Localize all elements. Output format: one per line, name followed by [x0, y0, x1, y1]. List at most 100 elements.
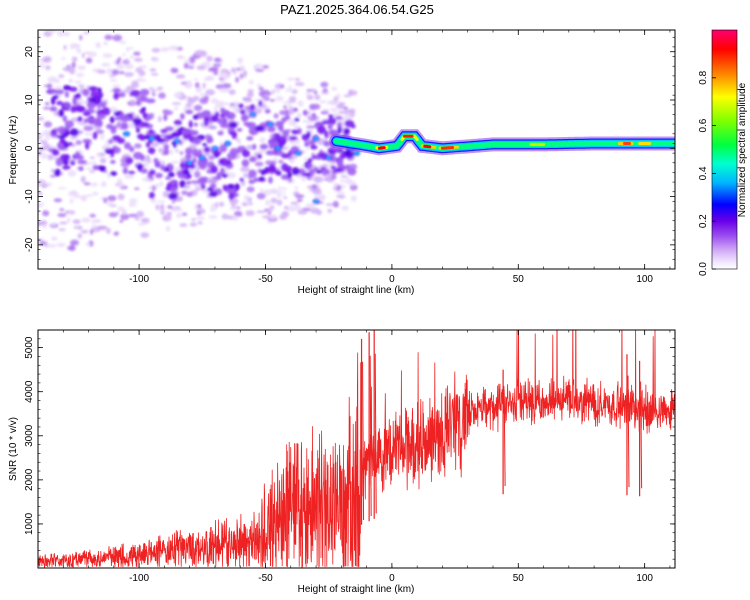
noise-blob: [77, 233, 83, 239]
cluster-blob: [274, 133, 281, 139]
noise-blob: [56, 242, 66, 247]
noise-blob: [124, 58, 129, 65]
noise-blob: [127, 47, 135, 50]
noise-blob: [269, 214, 277, 219]
noise-blob: [259, 188, 264, 192]
hot-spot-core: [200, 156, 205, 160]
noise-blob: [306, 147, 310, 151]
noise-blob: [261, 103, 267, 109]
cluster-blob: [73, 94, 80, 99]
cluster-blob: [339, 152, 347, 159]
noise-blob: [42, 182, 53, 187]
colorbar-tick-label: 0.8: [698, 70, 709, 84]
noise-blob: [101, 62, 111, 67]
noise-blob: [57, 213, 67, 218]
noise-blob: [243, 98, 253, 103]
noise-blob: [294, 194, 305, 199]
noise-blob: [77, 225, 83, 230]
cluster-blob: [160, 164, 166, 171]
noise-blob: [66, 158, 77, 162]
cluster-blob: [58, 109, 64, 117]
noise-blob: [38, 202, 46, 206]
noise-blob: [215, 100, 225, 107]
cluster-blob: [108, 139, 113, 145]
noise-blob: [336, 184, 342, 191]
cluster-blob: [227, 183, 235, 189]
noise-blob: [74, 80, 82, 84]
cluster-blob: [342, 150, 351, 155]
cluster-blob: [202, 143, 208, 147]
cluster-blob: [306, 162, 311, 170]
cluster-blob: [344, 119, 355, 128]
noise-blob: [228, 89, 236, 95]
cluster-blob: [226, 159, 232, 166]
noise-blob: [85, 57, 93, 64]
noise-blob: [89, 161, 97, 165]
cluster-blob: [249, 104, 256, 111]
cluster-blob: [112, 87, 121, 93]
noise-blob: [256, 210, 266, 214]
cluster-blob: [197, 158, 207, 167]
noise-blob: [173, 125, 179, 129]
noise-blob: [293, 125, 301, 129]
noise-blob: [243, 194, 249, 201]
cluster-blob: [169, 186, 179, 191]
cluster-blob: [193, 122, 198, 127]
noise-blob: [89, 228, 94, 235]
noise-blob: [138, 70, 146, 77]
cluster-blob: [77, 116, 83, 123]
cluster-blob: [306, 131, 311, 138]
noise-blob: [170, 67, 178, 74]
noise-blob: [90, 182, 99, 187]
cluster-blob: [200, 177, 208, 184]
noise-blob: [209, 207, 217, 212]
noise-blob: [99, 157, 107, 164]
noise-blob: [189, 56, 196, 64]
cluster-blob: [228, 131, 237, 135]
noise-blob: [313, 176, 324, 183]
cluster-blob: [62, 115, 68, 122]
cluster-blob: [153, 157, 159, 164]
noise-blob: [233, 101, 240, 105]
cluster-blob: [72, 98, 77, 105]
noise-blob: [150, 197, 157, 204]
cluster-blob: [78, 166, 84, 171]
cluster-blob: [63, 101, 70, 109]
noise-blob: [136, 210, 145, 218]
noise-blob: [334, 100, 340, 106]
noise-blob: [50, 168, 56, 173]
noise-blob: [243, 173, 249, 178]
noise-blob: [48, 30, 56, 34]
noise-blob: [297, 100, 304, 107]
noise-blob: [237, 138, 242, 145]
cluster-blob: [74, 151, 81, 159]
colorbar-gradient: [712, 30, 737, 269]
noise-blob: [107, 195, 117, 202]
cluster-blob: [148, 191, 155, 199]
noise-blob: [128, 203, 137, 207]
snr-plot-area: [38, 330, 675, 568]
noise-blob: [284, 205, 289, 210]
hot-spot-core: [314, 200, 318, 203]
cluster-blob: [125, 157, 134, 165]
noise-blob: [271, 88, 279, 93]
noise-blob: [314, 94, 321, 101]
x-tick-label: -50: [258, 573, 273, 584]
noise-blob: [261, 65, 270, 69]
noise-blob: [59, 208, 65, 211]
noise-blob: [103, 197, 108, 204]
noise-blob: [45, 65, 51, 70]
noise-blob: [221, 213, 229, 220]
noise-blob: [151, 89, 156, 94]
noise-blob: [67, 211, 74, 216]
noise-blob: [79, 34, 83, 41]
noise-blob: [167, 205, 173, 209]
noise-blob: [104, 34, 113, 40]
noise-blob: [119, 40, 127, 45]
noise-blob: [160, 47, 170, 52]
noise-blob: [97, 104, 101, 110]
cluster-blob: [139, 95, 148, 103]
cluster-blob: [241, 149, 250, 158]
noise-blob: [276, 192, 282, 198]
